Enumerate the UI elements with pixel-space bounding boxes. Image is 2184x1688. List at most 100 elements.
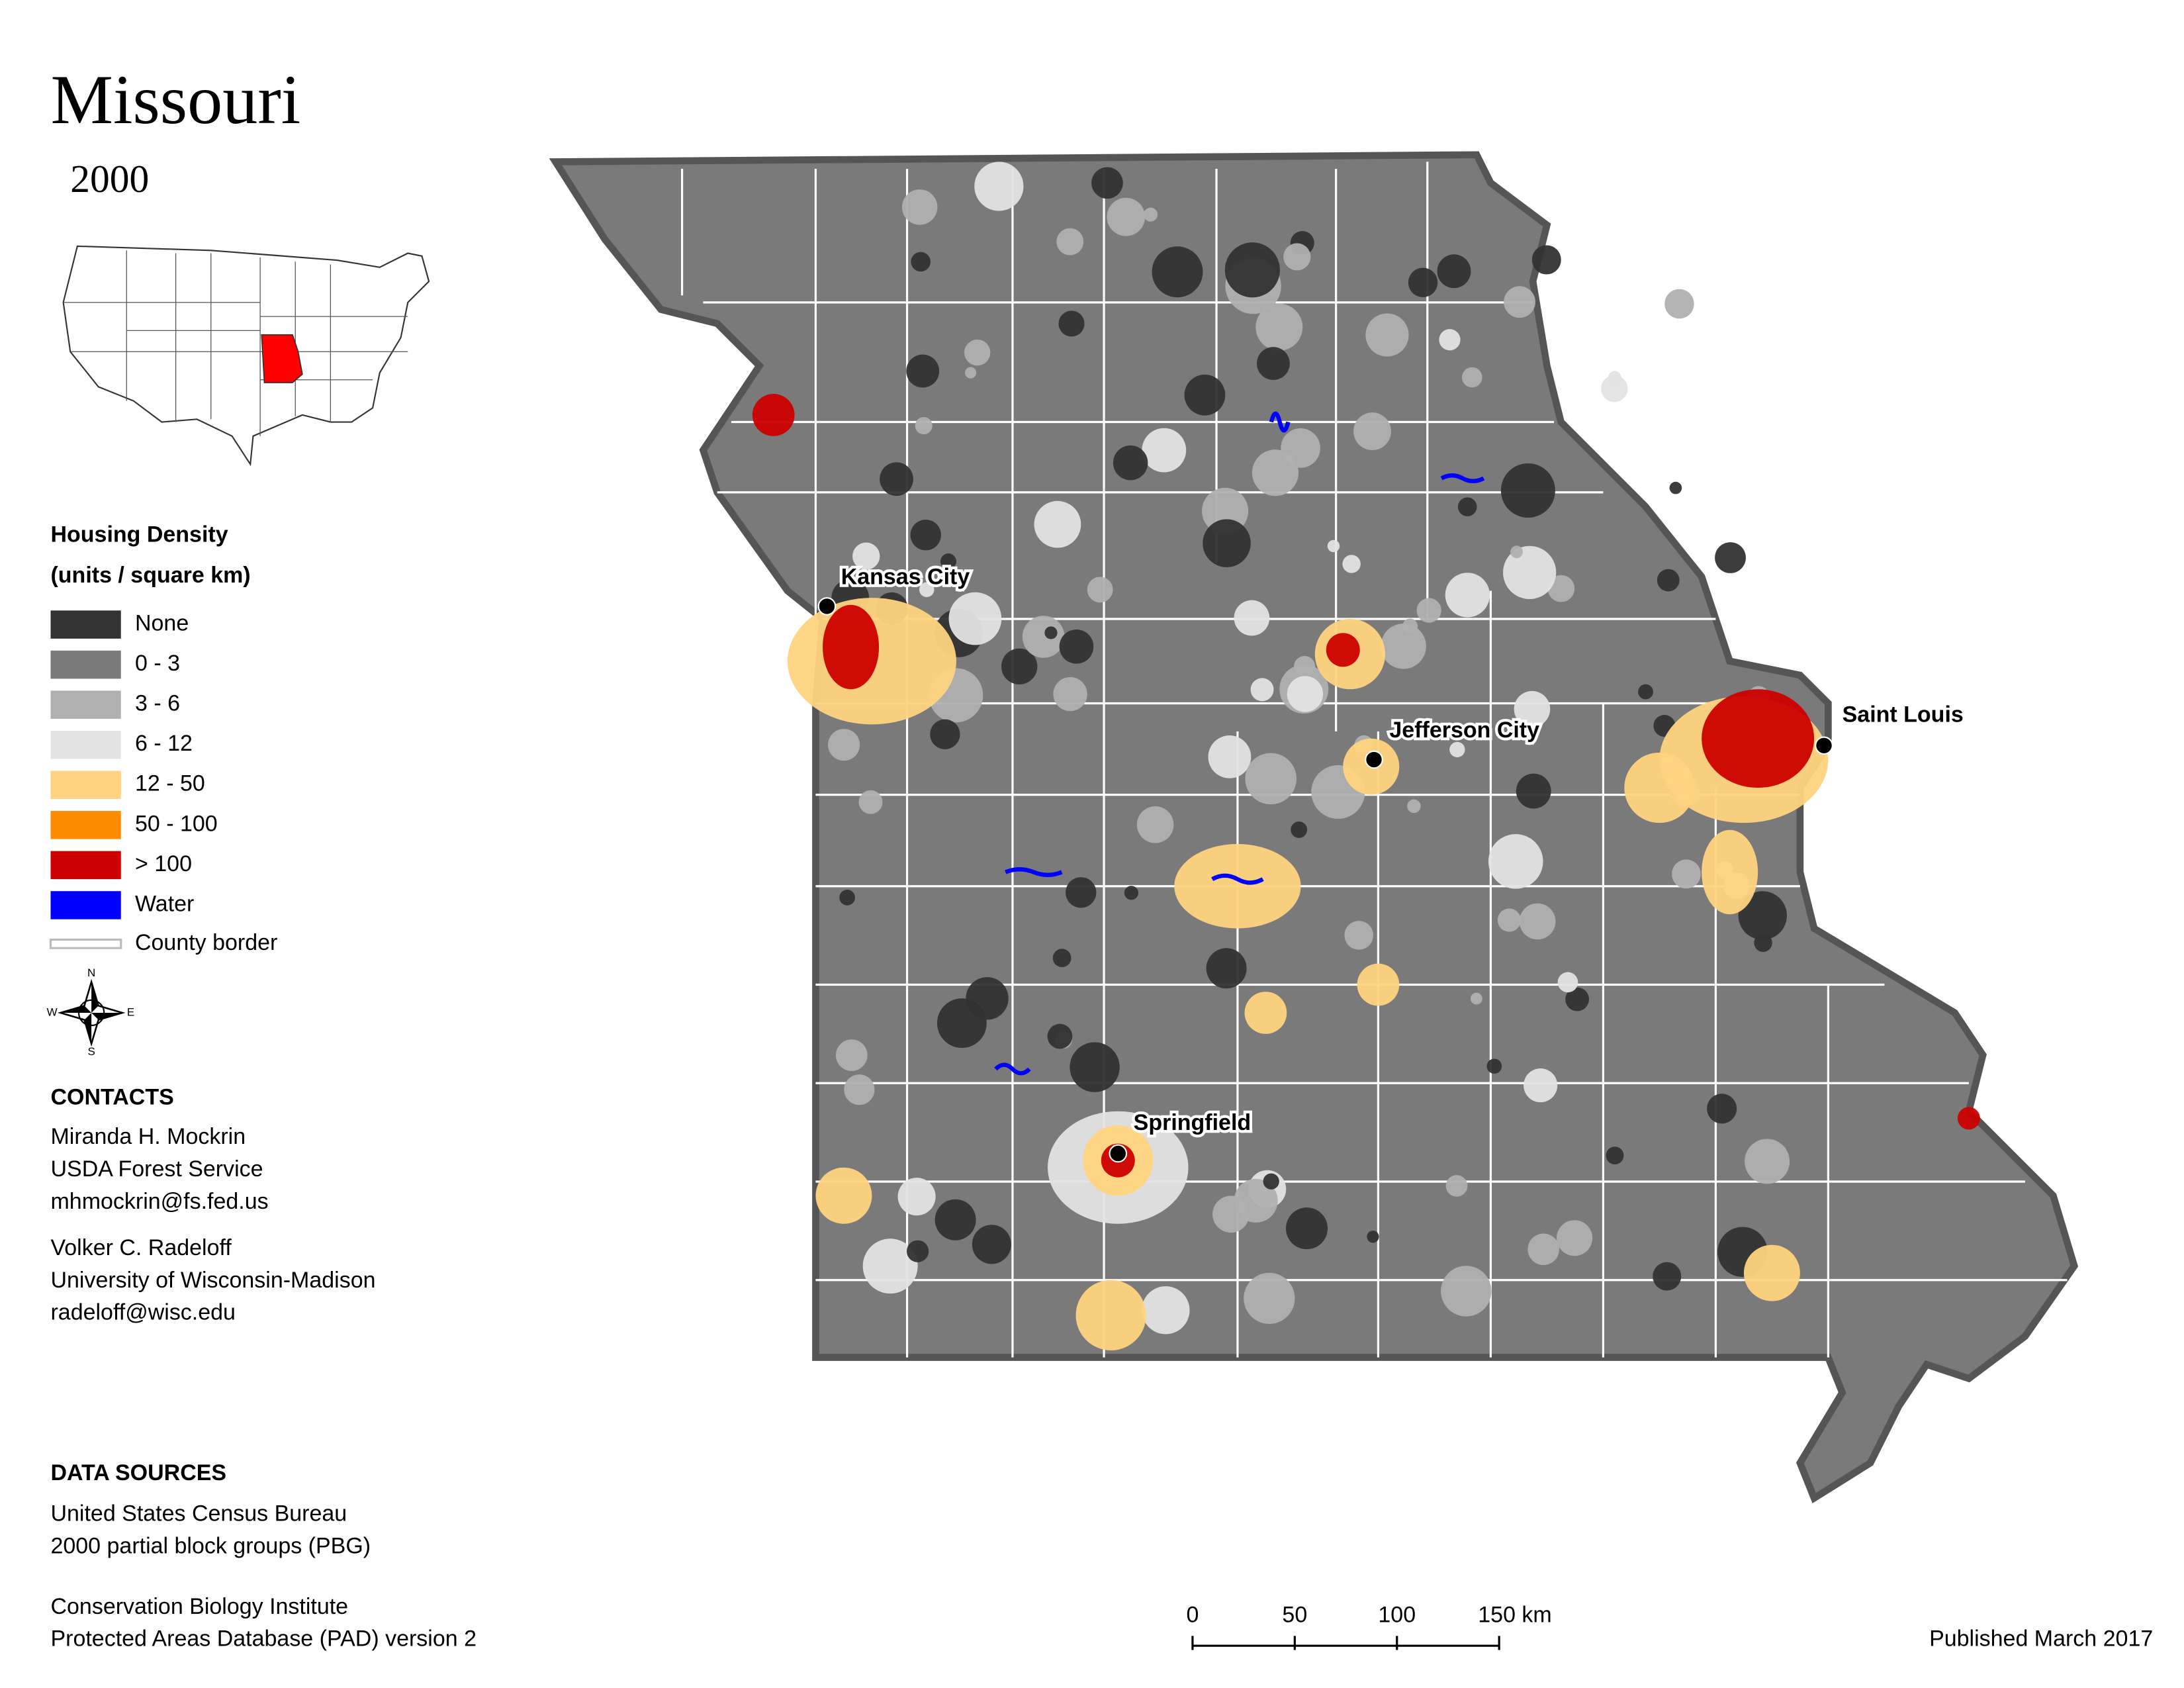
density-patch	[1407, 799, 1421, 814]
legend-subtitle: (units / square km)	[50, 563, 250, 588]
density-patch	[752, 394, 795, 436]
density-patch	[1263, 1173, 1279, 1190]
density-patch	[1034, 500, 1081, 548]
density-patch	[862, 1239, 918, 1294]
density-patch	[1638, 684, 1653, 700]
density-patch	[919, 582, 934, 598]
density-patch	[1234, 600, 1270, 636]
density-patch	[1671, 859, 1701, 889]
density-patch	[823, 604, 880, 690]
legend-swatch	[50, 851, 121, 880]
density-patch	[1251, 449, 1299, 496]
compass: N E S W	[47, 966, 135, 1058]
source-line: United States Census Bureau	[50, 1501, 347, 1526]
source-line: Conservation Biology Institute	[50, 1594, 348, 1619]
density-patch	[911, 252, 931, 272]
density-patch	[1381, 623, 1426, 669]
density-patch	[1754, 933, 1772, 953]
water	[1005, 867, 1063, 877]
density-patch	[1653, 1262, 1682, 1291]
legend-label: None	[135, 610, 189, 635]
density-patch	[1957, 1107, 1980, 1130]
density-patch	[1504, 286, 1535, 318]
density-patch	[1519, 903, 1556, 940]
density-patch	[1514, 690, 1551, 727]
density-patch	[1113, 445, 1148, 481]
density-patch	[1664, 289, 1694, 319]
density-patch	[1066, 877, 1097, 908]
density-patch	[897, 1178, 936, 1216]
density-patch	[1470, 992, 1482, 1005]
density-patch	[1524, 1068, 1558, 1103]
density-patch	[1257, 347, 1290, 381]
density-patch	[1510, 545, 1524, 559]
density-patch	[930, 719, 960, 749]
density-patch	[1527, 1233, 1560, 1266]
density-patch	[1142, 428, 1187, 473]
density-patch	[910, 519, 941, 551]
city-label: Springfield	[1134, 1110, 1251, 1135]
density-patch	[1745, 1139, 1790, 1184]
contact-line: Volker C. Radeloff	[50, 1235, 232, 1260]
density-patch	[1416, 598, 1441, 623]
density-patch	[1738, 891, 1787, 940]
density-patch	[1657, 569, 1680, 592]
density-patch	[1445, 573, 1490, 618]
density-patch	[915, 417, 933, 435]
legend-swatch-border	[49, 938, 122, 949]
city-label: Saint Louis	[1843, 702, 1964, 727]
density-patch	[1047, 1023, 1073, 1049]
density-patch	[1075, 1280, 1146, 1350]
density-patch	[1212, 1196, 1250, 1233]
density-patch	[934, 1199, 976, 1241]
year: 2000	[70, 157, 149, 201]
scale-label: 50	[1282, 1603, 1307, 1628]
city-dot	[1815, 736, 1833, 755]
density-patch	[1715, 542, 1746, 573]
density-patch	[1402, 618, 1418, 634]
density-patch	[940, 553, 956, 569]
density-patch	[1287, 676, 1324, 712]
legend-title: Housing Density	[50, 522, 228, 547]
density-patch	[1087, 577, 1113, 603]
density-patch	[964, 339, 991, 366]
density-patch	[1136, 806, 1174, 843]
city-dot	[1365, 750, 1383, 769]
density-patch	[1152, 246, 1203, 298]
density-patch	[1069, 1042, 1120, 1092]
legend-swatch	[50, 690, 121, 719]
density-patch	[852, 542, 880, 570]
density-patch	[1052, 949, 1071, 968]
sources-heading: DATA SOURCES	[50, 1460, 226, 1485]
legend-label: 3 - 6	[135, 691, 180, 716]
density-patch	[839, 890, 856, 906]
source-line: 2000 partial block groups (PBG)	[50, 1533, 371, 1558]
legend-label: > 100	[135, 851, 192, 876]
city-dot	[817, 597, 837, 616]
density-patch	[1531, 245, 1561, 275]
density-patch	[1285, 1207, 1328, 1250]
compass-w: W	[47, 1006, 58, 1018]
city-label: Jefferson City	[1389, 718, 1539, 743]
scale-label: 0	[1186, 1603, 1199, 1628]
density-patch	[972, 1225, 1011, 1264]
scale-label: 150 km	[1478, 1603, 1551, 1628]
density-patch	[1224, 242, 1280, 298]
density-patch	[1255, 303, 1303, 351]
contact-line: USDA Forest Service	[50, 1156, 263, 1182]
density-patch	[1053, 677, 1087, 712]
contacts-heading: CONTACTS	[50, 1085, 173, 1110]
density-patch	[1445, 1175, 1468, 1197]
density-patch	[1486, 1058, 1502, 1074]
density-patch	[1294, 655, 1316, 678]
title: Missouri	[50, 60, 300, 138]
density-patch	[880, 462, 913, 496]
published: Published March 2017	[1929, 1626, 2153, 1652]
density-patch	[1488, 834, 1543, 889]
density-patch	[1503, 545, 1557, 599]
state-outline	[549, 151, 2079, 1503]
density-patch	[1461, 367, 1482, 388]
density-patch	[858, 790, 883, 814]
legend-label: Water	[135, 891, 194, 916]
